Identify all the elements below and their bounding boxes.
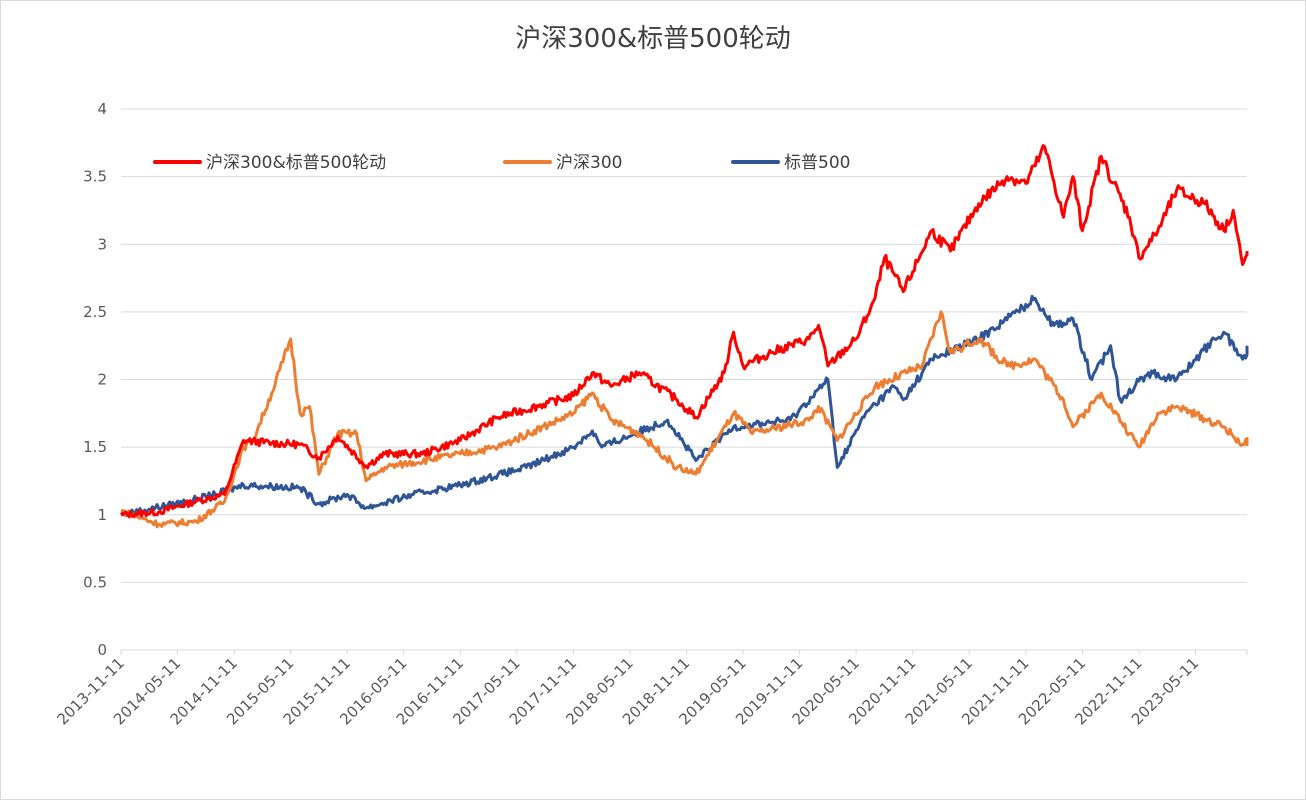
series-lines <box>119 144 1249 529</box>
y-tick-label: 0.5 <box>83 573 107 591</box>
grid: 0 0.5 1 1.5 2 2.5 3 3.5 4 <box>83 100 1247 659</box>
legend-label: 沪深300&标普500轮动 <box>206 153 386 173</box>
y-tick-label: 3 <box>97 235 107 253</box>
y-tick-label: 1 <box>97 506 107 524</box>
y-tick-label: 4 <box>97 100 107 118</box>
y-tick-label: 1.5 <box>83 438 107 456</box>
legend-label: 标普500 <box>784 153 850 173</box>
x-axis: 2013-11-112014-05-112014-11-112015-05-11… <box>53 650 1248 728</box>
y-tick-label: 2 <box>97 371 107 389</box>
legend: 沪深300&标普500轮动 沪深300 标普500 <box>153 153 850 173</box>
legend-label: 沪深300 <box>556 153 622 173</box>
y-tick-label: 0 <box>97 641 107 659</box>
y-tick-label: 3.5 <box>83 168 107 186</box>
y-tick-label: 2.5 <box>83 303 107 321</box>
chart-title: 沪深300&标普500轮动 <box>515 24 791 54</box>
series-line-0 <box>119 144 1249 519</box>
series-line-2 <box>120 294 1249 517</box>
series-line-1 <box>120 310 1249 529</box>
